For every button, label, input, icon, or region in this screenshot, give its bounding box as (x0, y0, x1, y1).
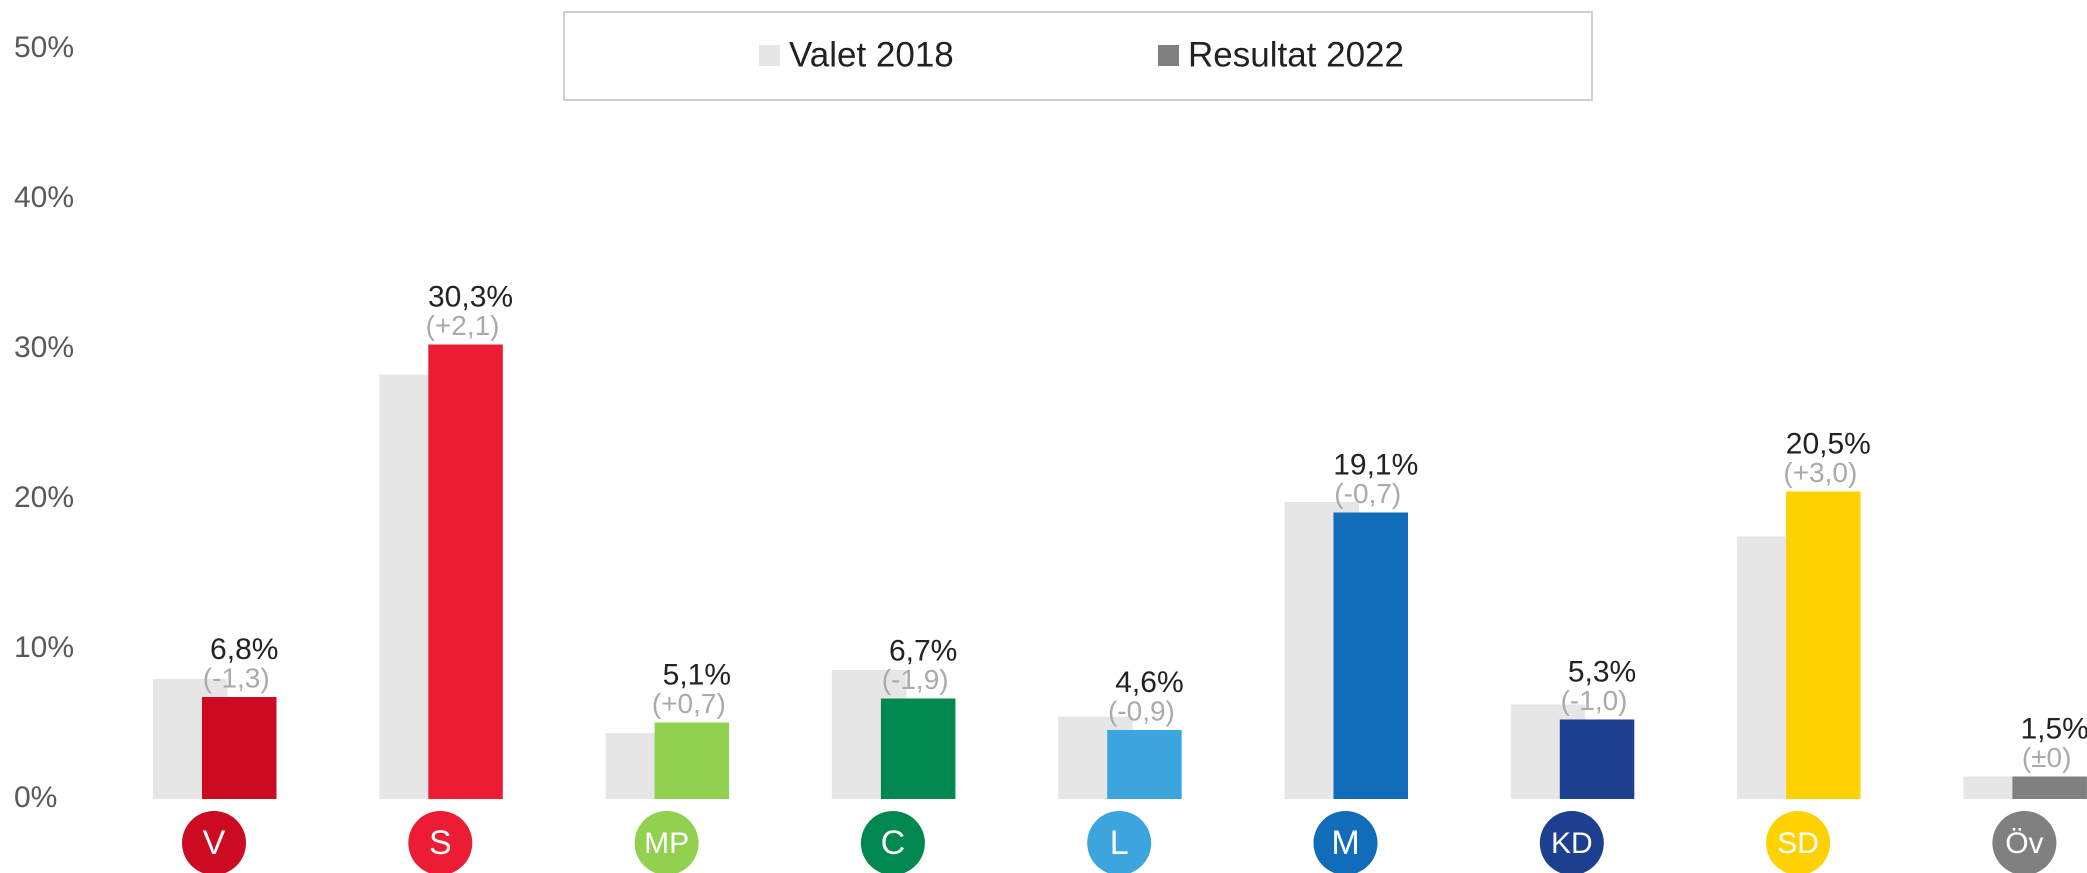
x-tick-label: C (881, 824, 906, 862)
data-label: 19,1% (1333, 448, 1418, 481)
x-tick-label: MP (644, 827, 689, 860)
x-tick-label: Öv (2005, 827, 2043, 860)
legend-label: Resultat 2022 (1188, 35, 1404, 74)
bar (1333, 512, 1408, 799)
legend-label: Valet 2018 (789, 35, 954, 74)
y-tick-label: 30% (14, 331, 74, 364)
party-badge (1313, 811, 1378, 873)
x-tick-label: SD (1777, 827, 1819, 860)
bar (880, 698, 956, 799)
change-label: (-0,7) (1334, 478, 1401, 509)
x-tick-label: S (429, 824, 452, 862)
legend-box (563, 11, 1593, 101)
bar (654, 722, 730, 799)
change-label: (-1,3) (203, 662, 270, 693)
party-badge (1766, 811, 1831, 873)
party-badge (1539, 811, 1604, 873)
change-label: (-1,0) (1561, 685, 1628, 716)
data-label: 6,8% (210, 633, 278, 666)
y-tick-label: 40% (14, 181, 74, 214)
x-tick-label: L (1110, 824, 1129, 862)
y-tick-label: 0% (14, 781, 57, 814)
y-tick-label: 10% (14, 631, 74, 664)
bar (1786, 491, 1861, 799)
legend-swatch (1158, 45, 1179, 66)
y-tick-label: 20% (14, 481, 74, 514)
party-badge (860, 811, 925, 873)
data-label: 6,7% (889, 634, 957, 667)
legend-swatch (759, 45, 780, 66)
bar (202, 697, 277, 799)
change-label: (±0) (2022, 742, 2072, 773)
change-label: (-1,9) (882, 664, 949, 695)
bar (1107, 730, 1182, 799)
bar (1559, 719, 1635, 799)
data-label: 4,6% (1115, 666, 1183, 699)
data-label: 1,5% (2020, 712, 2087, 745)
bar (428, 344, 503, 799)
x-tick-label: V (203, 824, 226, 862)
x-tick-label: M (1331, 824, 1359, 862)
bar (2012, 776, 2087, 799)
y-tick-label: 50% (14, 31, 74, 64)
change-label: (+0,7) (652, 688, 726, 719)
data-label: 5,1% (663, 658, 731, 691)
data-label: 30,3% (428, 280, 513, 313)
data-label: 20,5% (1786, 427, 1871, 460)
party-badge (1087, 811, 1152, 873)
data-label: 5,3% (1568, 655, 1636, 688)
change-label: (+3,0) (1783, 457, 1857, 488)
party-badge (182, 811, 246, 873)
party-badge (1992, 811, 2057, 873)
change-label: (+2,1) (426, 310, 500, 341)
change-label: (-0,9) (1108, 695, 1175, 726)
party-badge (634, 811, 699, 873)
party-badge (408, 811, 473, 873)
x-tick-label: KD (1551, 827, 1593, 860)
